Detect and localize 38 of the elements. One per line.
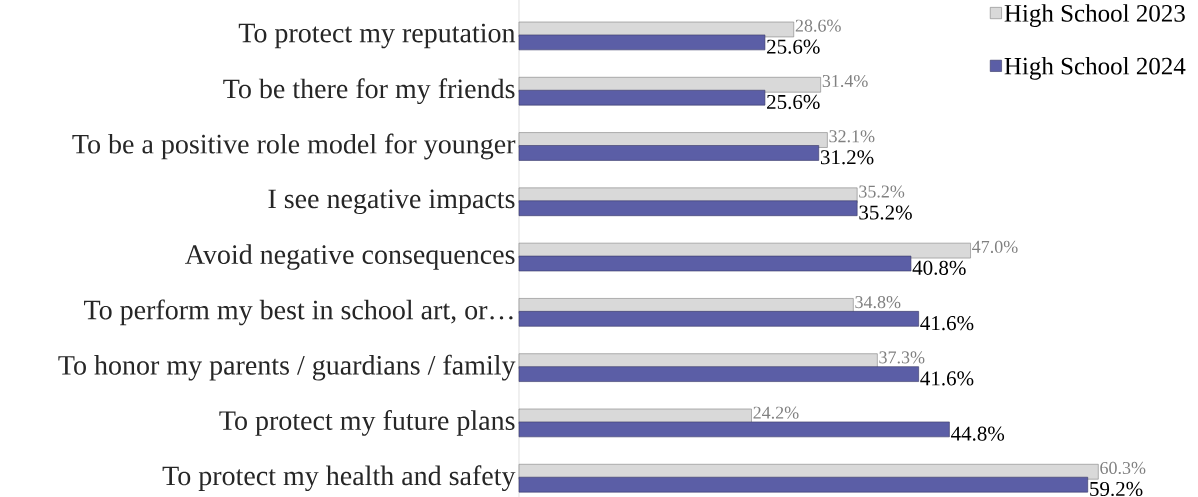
- data-label: 35.2%: [859, 185, 905, 198]
- data-label: 25.6%: [767, 94, 820, 110]
- y-tick-label: Avoid negative consequences: [185, 244, 515, 270]
- data-label: 37.3%: [879, 351, 925, 364]
- y-tick-label: To be there for my friends: [223, 78, 515, 105]
- data-label: 59.2%: [1090, 481, 1143, 497]
- bar: [518, 421, 950, 438]
- y-tick-label: To be a positive role model for younger: [72, 133, 516, 160]
- y-tick-label: To protect my reputation: [238, 23, 516, 49]
- bar: [518, 200, 858, 217]
- legend-label: High School 2023: [1004, 4, 1185, 27]
- y-tick-label: To honor my parents / guardians / family: [58, 354, 516, 381]
- data-label: 31.2%: [820, 150, 874, 165]
- data-label: 35.2%: [859, 205, 912, 220]
- data-label: 60.3%: [1100, 461, 1146, 475]
- bar: [518, 145, 820, 161]
- y-tick-label: I see negative impacts: [268, 189, 515, 215]
- data-label: 40.8%: [912, 260, 966, 275]
- bar: [518, 34, 766, 51]
- data-label: 41.6%: [920, 316, 974, 331]
- legend-label: High School 2024: [1004, 57, 1186, 80]
- y-tick-label: To protect my health and safety: [162, 465, 516, 492]
- bar: [518, 255, 912, 272]
- data-label: 32.1%: [829, 130, 875, 143]
- bar: [518, 366, 919, 382]
- data-label: 25.6%: [767, 39, 820, 54]
- bar: [518, 89, 766, 106]
- bar: [518, 476, 1089, 493]
- data-label: 44.8%: [951, 426, 1005, 441]
- y-tick-label: To protect my future plans: [219, 410, 515, 436]
- data-label: 47.0%: [972, 240, 1018, 253]
- data-label: 31.4%: [822, 74, 868, 88]
- data-label: 28.6%: [795, 19, 841, 32]
- y-tick-label: To perform my best in school art, or…: [84, 299, 513, 326]
- data-label: 34.8%: [855, 296, 901, 309]
- data-label: 24.2%: [753, 406, 799, 419]
- bar: [518, 311, 919, 327]
- data-label: 41.6%: [920, 371, 974, 386]
